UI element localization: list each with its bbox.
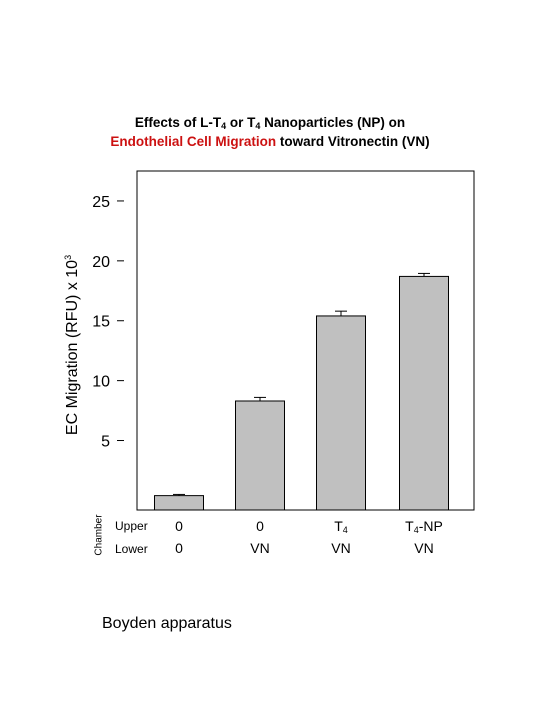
category-upper-label: 0: [250, 518, 269, 534]
title-text-part: Effects of L-T: [134, 115, 222, 130]
category-upper-label: T4: [331, 518, 350, 535]
bar: [154, 495, 204, 511]
y-tick-label: 15: [92, 314, 110, 331]
category-label: T4 VN: [331, 518, 350, 556]
title-highlight: Endothelial Cell Migration: [110, 134, 277, 149]
y-tick-label: 25: [92, 194, 110, 211]
category-upper-subscript: 4: [342, 525, 348, 535]
category-lower-label: VN: [414, 540, 434, 556]
category-lower-label: VN: [250, 540, 270, 556]
bar: [316, 315, 366, 511]
title-text-part: Nanoparticles (NP) on: [260, 115, 406, 130]
y-tick-label: 20: [92, 254, 110, 271]
chart-title-line-1: Effects of L-T4 or T4 Nanoparticles (NP)…: [0, 114, 540, 132]
upper-row-label: Upper: [115, 519, 148, 533]
chamber-label: Chamber: [93, 514, 105, 556]
category-lower-label: VN: [331, 540, 351, 556]
category-upper-label: 0: [175, 518, 183, 534]
lower-row-label: Lower: [115, 542, 148, 556]
category-upper-subscript: 4: [413, 525, 419, 535]
plot-frame: [136, 170, 475, 511]
bar: [235, 400, 285, 511]
category-upper-text: 0: [175, 518, 183, 534]
category-label: 0 0: [175, 518, 183, 556]
title-subscript: 4: [221, 121, 227, 131]
chart-title-line-2: Endothelial Cell Migration toward Vitron…: [0, 133, 540, 151]
category-upper-text: T: [334, 518, 343, 534]
category-upper-text: 0: [256, 518, 264, 534]
title-text-part: toward Vitronectin (VN): [276, 134, 430, 149]
y-tick-label: 10: [92, 374, 110, 391]
bar: [399, 275, 449, 511]
category-label: T4-NP VN: [405, 518, 443, 556]
category-lower-label: 0: [175, 540, 183, 556]
category-label: 0 VN: [250, 518, 269, 556]
title-text-part: or T: [226, 115, 256, 130]
category-upper-text: T: [405, 518, 414, 534]
footer-note: Boyden apparatus: [102, 615, 232, 632]
category-upper-label: T4-NP: [405, 518, 443, 535]
y-tick-label: 5: [101, 434, 110, 451]
title-subscript: 4: [255, 121, 261, 131]
category-upper-suffix: -NP: [418, 518, 443, 534]
